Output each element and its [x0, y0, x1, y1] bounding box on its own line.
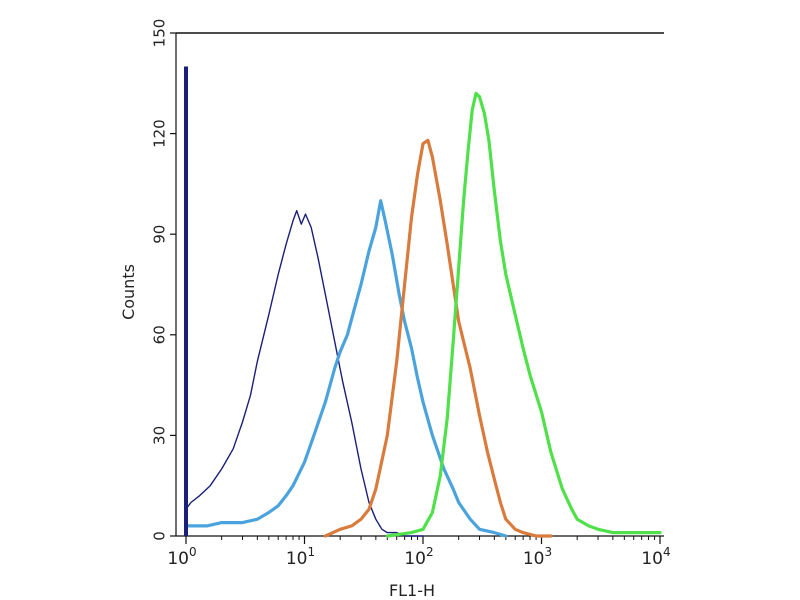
- y-tick-label: 120: [151, 119, 169, 148]
- plot-series: [184, 66, 662, 538]
- histogram-series-1: [185, 209, 424, 537]
- y-tick-label: 90: [151, 225, 169, 244]
- x-tick-label: 100: [167, 545, 196, 569]
- y-tick-label: 0: [151, 531, 169, 541]
- y-axis-label: Counts: [119, 264, 138, 320]
- x-tick-label: 101: [286, 545, 315, 569]
- y-tick-label: 150: [151, 19, 169, 48]
- y-axis-ticks: 0 30 60 90 120 150: [151, 19, 176, 541]
- histogram-series-3: [323, 138, 553, 538]
- x-tick-label: 103: [523, 545, 552, 569]
- y-tick-label: 30: [151, 426, 169, 445]
- y-tick-label: 60: [151, 325, 169, 344]
- x-tick-label: 102: [404, 545, 433, 569]
- x-axis-ticks: 100 101 102 103 104: [167, 536, 671, 569]
- x-tick-label: 104: [641, 545, 670, 569]
- x-axis-label: FL1-H: [389, 581, 435, 600]
- histogram-series-4: [385, 91, 662, 538]
- histogram-series-2: [184, 199, 508, 538]
